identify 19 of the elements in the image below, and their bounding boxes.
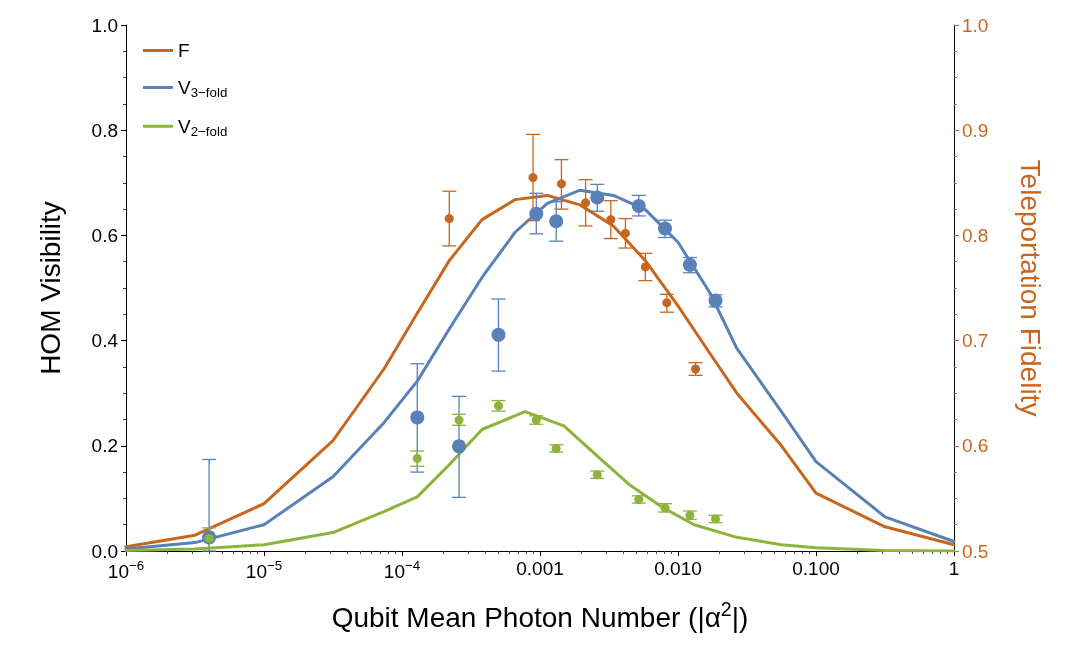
y-axis-title: HOM Visibility: [34, 201, 66, 375]
y-tick-label: 0.4: [91, 330, 119, 352]
y2-tick-label: 0.7: [962, 330, 989, 352]
y-tick-label: 0.6: [91, 224, 118, 246]
y2-tick-label: 1.0: [962, 14, 989, 36]
legend-label: F: [178, 40, 190, 61]
y-tick-label: 0.8: [91, 119, 118, 141]
y2-tick-label: 0.9: [962, 119, 989, 141]
x-tick-label: 1: [948, 558, 960, 579]
y2-axis-title: Teleportation Fidelity: [1014, 159, 1046, 417]
x-tick-label: 0.001: [516, 558, 564, 579]
x-tick-label: 0.010: [654, 558, 702, 579]
y2-tick-label: 0.6: [962, 435, 989, 457]
y-tick-label: 1.0: [91, 14, 118, 36]
x-tick-label: 0.100: [792, 558, 840, 579]
y2-tick-label: 0.5: [962, 540, 989, 562]
y-tick-label: 0.0: [91, 540, 118, 562]
y-tick-label: 0.2: [91, 435, 118, 457]
y2-tick-label: 0.8: [962, 224, 989, 246]
